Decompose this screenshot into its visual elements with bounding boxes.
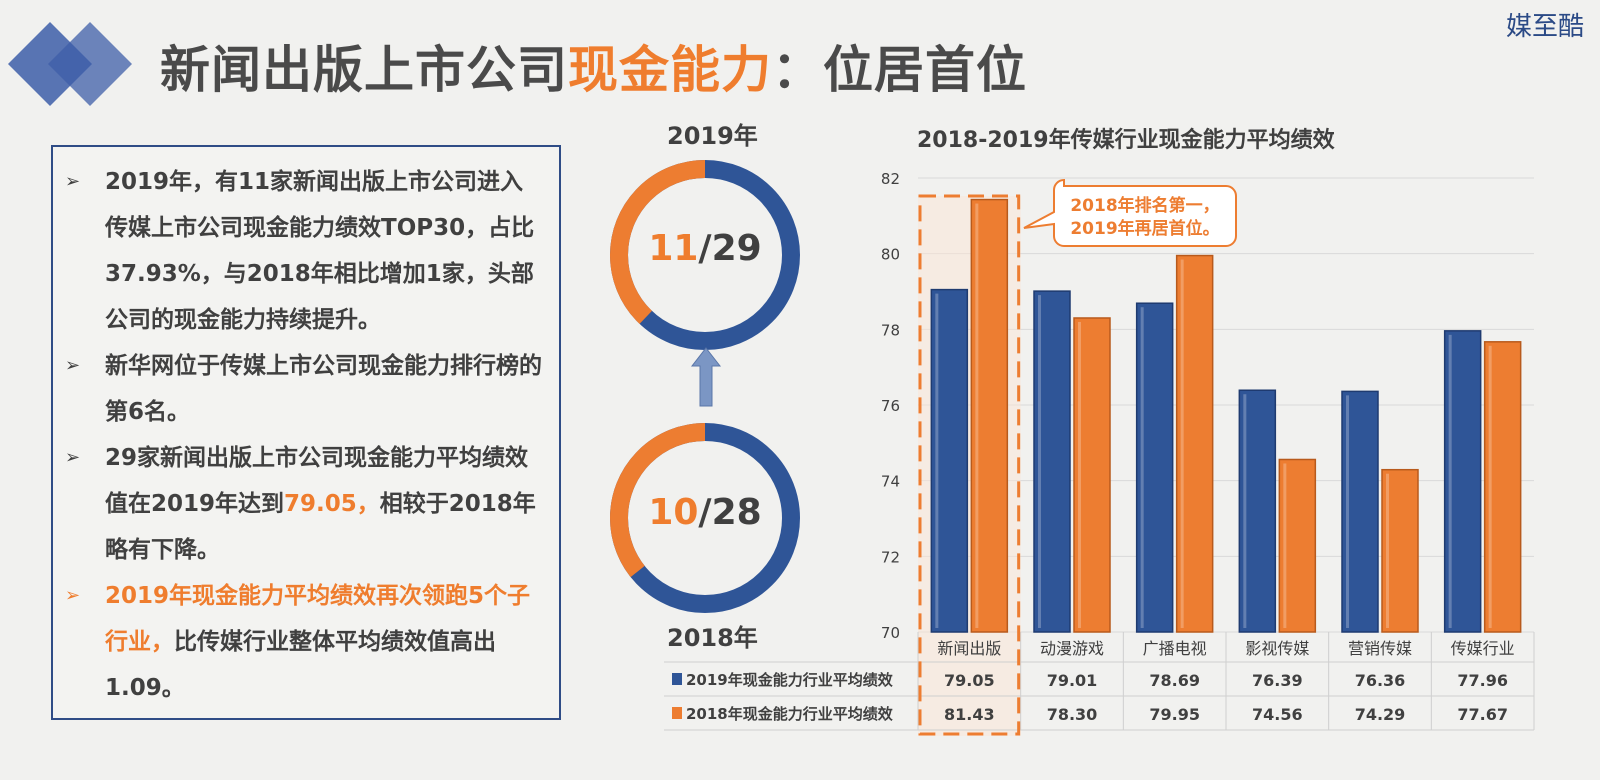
data-label: 78.69	[1149, 671, 1200, 690]
bar	[1341, 390, 1379, 633]
x-tick-label: 影视传媒	[1245, 639, 1309, 658]
bar-shine	[1180, 259, 1184, 628]
bar-shine	[1386, 473, 1389, 628]
data-label: 77.67	[1457, 705, 1508, 724]
legend-label: 2018年现金能力行业平均绩效	[686, 705, 894, 723]
up-arrow-icon	[690, 347, 722, 407]
title-highlight: 现金能力	[568, 41, 772, 99]
chart-title: 2018-2019年传媒行业现金能力平均绩效	[917, 128, 1335, 153]
annotation-text: 2019年再居首位。	[1070, 218, 1219, 239]
bullet-pre: 29家新闻出版上市公司现金能力平均绩效值在2019年达到	[105, 445, 529, 517]
bar-shine	[1346, 395, 1349, 628]
summary-box: ➢ 2019年，有11家新闻出版上市公司进入传媒上市公司现金能力绩效TOP30，…	[51, 145, 561, 720]
page-title: 新闻出版上市公司现金能力：位居首位	[160, 30, 1027, 102]
bar	[1135, 302, 1174, 633]
donut-arc	[610, 423, 800, 613]
data-label: 81.43	[944, 705, 995, 724]
title-part1: 新闻出版上市公司	[160, 41, 568, 99]
data-label: 77.96	[1457, 671, 1508, 690]
donut-numerator: 11	[648, 228, 699, 269]
bullet-item: ➢ 新华网位于传媒上市公司现金能力排行榜的第6名。	[65, 343, 545, 435]
donut-numerator: 10	[648, 492, 699, 533]
bullet-text: 2019年现金能力平均绩效再次领跑5个子行业，比传媒行业整体平均绩效值高出1.0…	[105, 573, 545, 711]
bullet-highlight: 2019年现金能力平均绩效再次领跑5个子行业，	[105, 583, 531, 655]
data-label: 79.05	[944, 671, 995, 690]
brand-logo: 媒至酷	[1505, 12, 1584, 42]
donut-arc	[610, 160, 800, 350]
data-label: 74.29	[1355, 705, 1406, 724]
donut-2018-ratio: 10/28	[605, 492, 805, 533]
y-tick-label: 70	[881, 624, 900, 642]
x-tick-label: 营销传媒	[1348, 639, 1412, 658]
data-label: 74.56	[1252, 705, 1303, 724]
bar-shine	[1448, 334, 1452, 628]
donut-denominator: /29	[698, 228, 762, 269]
data-label: 76.39	[1252, 671, 1303, 690]
bar-shine	[1038, 295, 1041, 628]
donut-2018	[610, 423, 800, 613]
x-tick-label: 新闻出版	[937, 639, 1001, 658]
y-tick-label: 72	[881, 548, 900, 566]
arrow-bullet-icon: ➢	[65, 355, 81, 376]
data-label: 78.30	[1047, 705, 1098, 724]
y-tick-label: 74	[881, 473, 900, 491]
bar	[1238, 389, 1277, 633]
legend-swatch	[672, 673, 682, 685]
donut-denominator: /28	[698, 492, 762, 533]
data-label: 79.95	[1149, 705, 1200, 724]
annotation-text: 2018年排名第一，	[1070, 195, 1219, 216]
title-part2: ：位居首位	[772, 41, 1027, 99]
bullet-item: ➢ 2019年，有11家新闻出版上市公司进入传媒上市公司现金能力绩效TOP30，…	[65, 159, 545, 343]
donut-bottom-label: 2018年	[667, 624, 758, 652]
x-tick-label: 动漫游戏	[1040, 639, 1104, 658]
bullet-text: 2019年，有11家新闻出版上市公司进入传媒上市公司现金能力绩效TOP30，占比…	[105, 169, 535, 333]
bullet-item: ➢ 29家新闻出版上市公司现金能力平均绩效值在2019年达到79.05，相较于2…	[65, 435, 545, 573]
arrow-bullet-icon: ➢	[65, 447, 81, 468]
y-tick-label: 80	[881, 246, 900, 264]
bar	[1483, 341, 1522, 633]
x-tick-label: 传媒行业	[1451, 639, 1515, 658]
bar	[1443, 330, 1482, 633]
legend-label: 2019年现金能力行业平均绩效	[686, 671, 894, 689]
donut-2019-ratio: 11/29	[605, 228, 805, 269]
y-tick-label: 78	[881, 321, 900, 339]
bar-shine	[975, 203, 979, 628]
highlight-frame	[918, 194, 1021, 736]
y-tick-label: 76	[881, 397, 900, 415]
diamond-decoration-icon	[8, 22, 132, 106]
y-tick-label: 82	[881, 170, 900, 188]
x-tick-label: 广播电视	[1143, 639, 1207, 658]
bar	[1278, 458, 1317, 633]
bar-shine	[935, 293, 939, 628]
donut-2019	[610, 160, 800, 350]
bar	[1175, 254, 1214, 633]
data-label: 76.36	[1355, 671, 1406, 690]
bullet-text: 新华网位于传媒上市公司现金能力排行榜的第6名。	[105, 353, 542, 425]
bullet-value: 79.05，	[284, 491, 380, 517]
bullet-text: 29家新闻出版上市公司现金能力平均绩效值在2019年达到79.05，相较于201…	[105, 435, 545, 573]
bar	[930, 288, 969, 633]
bar-shine	[1078, 321, 1081, 628]
legend-swatch	[672, 707, 682, 719]
bullet-post: 比传媒行业整体平均绩效值高出1.09。	[105, 629, 496, 701]
bar	[1033, 290, 1071, 633]
bar-shine	[1243, 394, 1247, 628]
bar	[970, 198, 1009, 633]
arrow-bullet-icon: ➢	[65, 171, 81, 192]
callout-bubble	[1023, 178, 1237, 247]
donut-top-label: 2019年	[667, 122, 758, 150]
bar-shine	[1283, 463, 1287, 628]
data-label: 79.01	[1047, 671, 1098, 690]
arrow-bullet-icon: ➢	[65, 585, 81, 606]
bar	[1073, 317, 1111, 633]
bullet-item: ➢ 2019年现金能力平均绩效再次领跑5个子行业，比传媒行业整体平均绩效值高出1…	[65, 573, 545, 711]
bar-shine	[1488, 345, 1492, 628]
bullet-post: 相较于2018年略有下降。	[105, 491, 536, 563]
bar	[1381, 468, 1419, 633]
bar-shine	[1140, 307, 1144, 628]
